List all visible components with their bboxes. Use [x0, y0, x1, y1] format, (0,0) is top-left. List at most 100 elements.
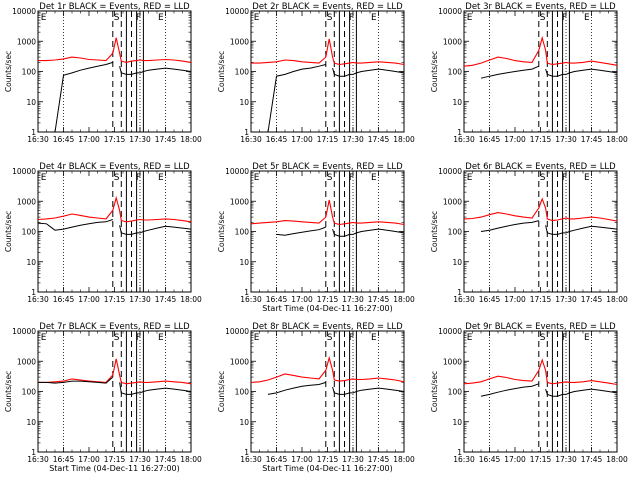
marker-letter: S: [114, 333, 120, 343]
marker-letter: F: [562, 333, 567, 343]
y-tick-label: 1: [31, 128, 36, 137]
x-tick-label: 17:45: [368, 295, 390, 304]
marker-letter: F: [136, 173, 141, 183]
marker-letter: S: [114, 13, 120, 23]
marker-letter: E: [158, 173, 164, 183]
y-tick-label: 1: [457, 128, 462, 137]
y-tick-label: 10: [239, 98, 249, 107]
marker-letter: S: [540, 13, 546, 23]
marker-letter: E: [467, 13, 473, 23]
x-tick-label: 17:45: [155, 455, 177, 464]
y-tick-label: 10: [452, 98, 462, 107]
y-tick-label: 1: [457, 448, 462, 457]
y-axis-label: Counts/sec: [217, 371, 226, 412]
x-tick-label: 18:00: [180, 455, 202, 464]
y-axis-label: Counts/sec: [4, 371, 13, 412]
plot-frame: [37, 10, 192, 133]
panel-title: Det 1r BLACK = Events, RED = LLD: [39, 2, 190, 12]
x-tick-label: 17:15: [104, 455, 126, 464]
marker-letter: E: [158, 333, 164, 343]
y-tick-label: 10000: [225, 327, 249, 336]
marker-letter: E: [467, 173, 473, 183]
events-series-line: [119, 225, 192, 235]
marker-letter: F: [136, 333, 141, 343]
marker-letter: E: [371, 333, 377, 343]
x-tick-label: 17:15: [104, 295, 126, 304]
x-tick-label: 17:45: [368, 455, 390, 464]
plot-frame: [463, 170, 618, 293]
events-series-line: [332, 67, 405, 77]
x-tick-label: 17:15: [317, 135, 339, 144]
lld-series-line: [250, 355, 405, 383]
lld-series-line: [463, 358, 618, 386]
x-tick-label: 17:30: [342, 295, 364, 304]
marker-letter: S: [114, 173, 120, 183]
y-tick-label: 10000: [225, 167, 249, 176]
x-tick-label: 17:00: [78, 455, 100, 464]
marker-letter: F: [349, 173, 354, 183]
y-tick-label: 10000: [225, 7, 249, 16]
y-axis-label: Counts/sec: [430, 211, 439, 252]
y-tick-label: 1: [31, 448, 36, 457]
x-tick-label: 18:00: [393, 135, 415, 144]
marker-letter: E: [584, 173, 590, 183]
marker-letter: E: [254, 13, 260, 23]
lld-series-line: [250, 199, 405, 226]
y-tick-label: 1000: [443, 197, 462, 206]
events-series-line: [38, 376, 114, 384]
marker-letter: E: [254, 333, 260, 343]
x-tick-label: 17:45: [155, 135, 177, 144]
y-axis-label: Counts/sec: [217, 211, 226, 252]
marker-letter: E: [41, 333, 47, 343]
x-tick-label: 17:45: [581, 135, 603, 144]
x-tick-label: 17:30: [129, 135, 151, 144]
events-series-line: [267, 381, 326, 395]
x-tick-label: 16:45: [266, 295, 288, 304]
marker-letter: S: [540, 173, 546, 183]
y-tick-label: 100: [448, 68, 463, 77]
x-tick-label: 17:15: [530, 455, 552, 464]
y-tick-label: 100: [22, 228, 37, 237]
x-tick-label: 17:30: [129, 295, 151, 304]
y-tick-label: 100: [448, 388, 463, 397]
plot-frame: [37, 330, 192, 453]
x-tick-label: 18:00: [180, 295, 202, 304]
y-tick-label: 1000: [443, 37, 462, 46]
y-tick-label: 1000: [17, 37, 36, 46]
panel-title: Det 2r BLACK = Events, RED = LLD: [252, 2, 403, 12]
x-axis-label: Start Time (04-Dec-11 16:27:00): [262, 464, 393, 473]
marker-letter: E: [371, 13, 377, 23]
x-tick-label: 16:30: [27, 135, 49, 144]
panel-title: Det 3r BLACK = Events, RED = LLD: [465, 2, 616, 12]
marker-letter: S: [540, 333, 546, 343]
x-tick-label: 17:30: [129, 455, 151, 464]
y-tick-label: 100: [235, 68, 250, 77]
x-tick-label: 17:00: [78, 295, 100, 304]
panel-title: Det 9r BLACK = Events, RED = LLD: [465, 322, 616, 332]
events-series-line: [332, 228, 405, 237]
marker-letter: S: [327, 173, 333, 183]
events-series-line: [38, 61, 113, 133]
events-series-line: [480, 65, 539, 79]
y-tick-label: 10: [239, 418, 249, 427]
y-tick-label: 10: [26, 418, 36, 427]
x-tick-label: 16:45: [479, 455, 501, 464]
y-tick-label: 1: [244, 448, 249, 457]
y-tick-label: 100: [448, 228, 463, 237]
x-tick-label: 17:15: [530, 295, 552, 304]
marker-letter: F: [136, 13, 141, 23]
events-series-line: [545, 225, 618, 235]
y-tick-label: 100: [22, 388, 37, 397]
x-axis-label: Start Time (04-Dec-11 16:27:00): [262, 304, 393, 313]
y-tick-label: 1000: [17, 197, 36, 206]
y-tick-label: 100: [22, 68, 37, 77]
events-series-line: [119, 66, 192, 75]
y-tick-label: 10000: [12, 167, 36, 176]
y-tick-label: 10000: [12, 327, 36, 336]
lld-series-line: [463, 35, 618, 67]
lld-series-line: [38, 358, 192, 385]
